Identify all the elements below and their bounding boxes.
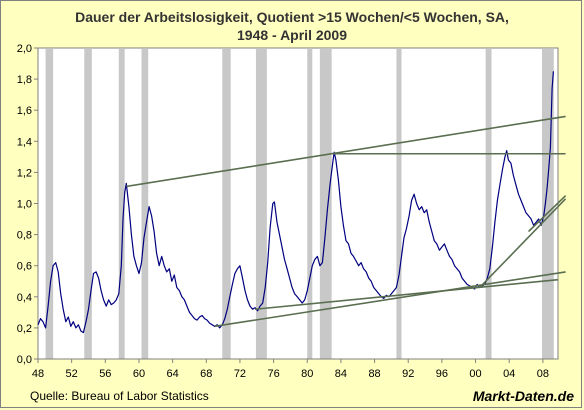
recession-band [222, 49, 231, 359]
y-tick-label: 1,0 [17, 199, 32, 211]
x-tick-label: 08 [537, 368, 549, 380]
y-tick-label: 1,8 [17, 74, 32, 86]
series-line [37, 71, 554, 334]
y-tick-label: 0,8 [17, 230, 32, 242]
x-tick-label: 76 [267, 368, 279, 380]
x-tick-label: 92 [402, 368, 414, 380]
x-tick-label: 80 [301, 368, 313, 380]
x-tick-label: 68 [200, 368, 212, 380]
watermark-text: Markt-Daten.de [472, 388, 574, 404]
y-tick-label: 1,4 [17, 136, 32, 148]
trendline [214, 271, 566, 328]
y-tick-label: 1,2 [17, 167, 32, 179]
trendline [126, 115, 566, 188]
x-tick-label: 52 [66, 368, 78, 380]
recession-band [542, 49, 554, 359]
y-tick-label: 0,0 [17, 354, 32, 366]
y-tick-label: 0,4 [17, 292, 32, 304]
axes [34, 47, 558, 363]
source-note: Quelle: Bureau of Labor Statistics [30, 389, 209, 403]
y-tick-label: 0,2 [17, 323, 32, 335]
x-tick-label: 04 [503, 368, 515, 380]
x-tick-label: 56 [99, 368, 111, 380]
recession-bands [45, 49, 554, 359]
recession-band [45, 49, 54, 359]
recession-band [307, 49, 313, 359]
y-tick-label: 1,6 [17, 105, 32, 117]
trendlines [126, 115, 567, 328]
recession-band [396, 49, 402, 359]
recession-band [255, 49, 267, 359]
y-tick-label: 0,6 [17, 261, 32, 273]
x-tick-label: 48 [32, 368, 44, 380]
x-tick-label: 88 [368, 368, 380, 380]
recession-band [141, 49, 149, 359]
y-tick-label: 2,0 [17, 43, 32, 55]
recession-band [118, 49, 125, 359]
tick-labels: 0,0 0,2 0,4 0,6 0,8 1,0 1,2 1,4 1,6 1,8 2,0 48 52 56 6… [17, 43, 549, 380]
series-group [37, 71, 554, 334]
x-tick-label: 72 [234, 368, 246, 380]
x-tick-label: 84 [335, 368, 347, 380]
x-tick-label: 60 [133, 368, 145, 380]
plot-area [37, 47, 559, 360]
trendline [527, 195, 567, 233]
x-tick-label: 00 [469, 368, 481, 380]
x-tick-label: 64 [167, 368, 179, 380]
x-tick-label: 96 [436, 368, 448, 380]
chart-title: Dauer der Arbeitslosigkeit, Quotient >15… [75, 9, 509, 25]
recession-band [319, 49, 332, 359]
recession-band [485, 49, 492, 359]
recession-band [84, 49, 92, 359]
trendline [479, 198, 567, 289]
chart-subtitle: 1948 - April 2009 [237, 27, 347, 43]
trendline [255, 278, 559, 311]
